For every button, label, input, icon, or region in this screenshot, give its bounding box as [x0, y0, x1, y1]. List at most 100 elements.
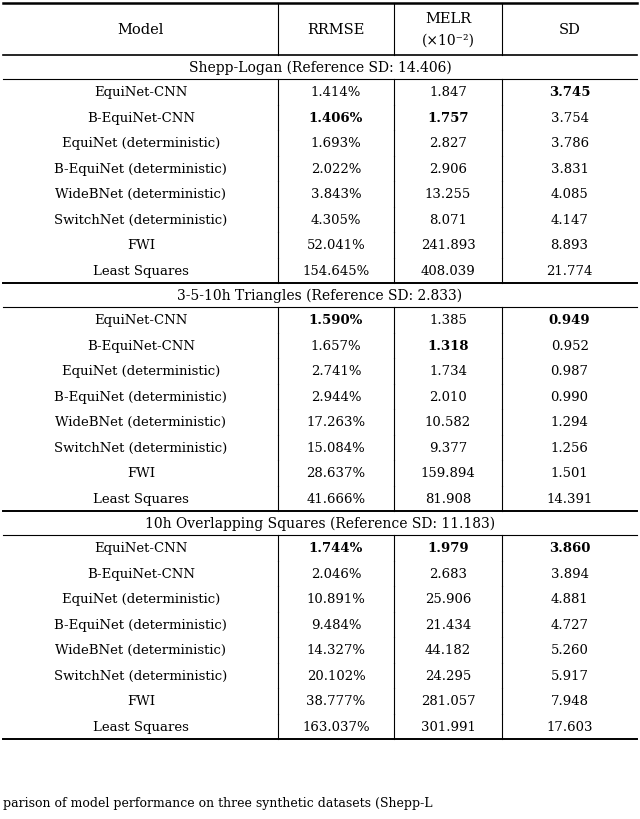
Text: MELR: MELR	[425, 12, 471, 26]
Text: 1.501: 1.501	[551, 467, 588, 480]
Text: 1.406%: 1.406%	[309, 111, 363, 124]
Text: 2.906: 2.906	[429, 162, 467, 175]
Text: 3.831: 3.831	[550, 162, 589, 175]
Text: 0.952: 0.952	[550, 339, 589, 352]
Text: 301.991: 301.991	[420, 720, 476, 733]
Text: 1.979: 1.979	[427, 541, 469, 554]
Text: B-EquiNet-CNN: B-EquiNet-CNN	[87, 111, 195, 124]
Text: 241.893: 241.893	[420, 239, 476, 252]
Text: 8.893: 8.893	[550, 239, 589, 252]
Text: WideBNet (deterministic): WideBNet (deterministic)	[55, 644, 227, 657]
Text: 0.990: 0.990	[550, 391, 589, 403]
Text: parison of model performance on three synthetic datasets (Shepp-L: parison of model performance on three sy…	[3, 797, 433, 809]
Text: Least Squares: Least Squares	[93, 720, 189, 733]
Text: SwitchNet (deterministic): SwitchNet (deterministic)	[54, 669, 227, 682]
Text: 52.041%: 52.041%	[307, 239, 365, 252]
Text: 9.484%: 9.484%	[311, 618, 361, 631]
Text: EquiNet (deterministic): EquiNet (deterministic)	[61, 137, 220, 150]
Text: 8.071: 8.071	[429, 214, 467, 227]
Text: 4.147: 4.147	[550, 214, 589, 227]
Text: SwitchNet (deterministic): SwitchNet (deterministic)	[54, 214, 227, 227]
Text: 15.084%: 15.084%	[307, 441, 365, 455]
Text: 7.948: 7.948	[550, 695, 589, 708]
Text: 3-5-10h Triangles (Reference SD: 2.833): 3-5-10h Triangles (Reference SD: 2.833)	[177, 288, 463, 303]
Text: WideBNet (deterministic): WideBNet (deterministic)	[55, 416, 227, 428]
Text: 1.385: 1.385	[429, 314, 467, 327]
Text: 17.603: 17.603	[547, 720, 593, 733]
Text: 4.305%: 4.305%	[311, 214, 361, 227]
Text: 1.734: 1.734	[429, 364, 467, 378]
Text: 21.774: 21.774	[547, 265, 593, 278]
Text: B-EquiNet-CNN: B-EquiNet-CNN	[87, 567, 195, 580]
Text: 163.037%: 163.037%	[302, 720, 370, 733]
Text: 4.881: 4.881	[551, 592, 588, 605]
Text: FWI: FWI	[127, 467, 155, 480]
Text: 3.843%: 3.843%	[310, 188, 362, 201]
Text: 1.414%: 1.414%	[311, 86, 361, 99]
Text: FWI: FWI	[127, 695, 155, 708]
Text: 4.085: 4.085	[551, 188, 588, 201]
Text: 2.683: 2.683	[429, 567, 467, 580]
Text: EquiNet (deterministic): EquiNet (deterministic)	[61, 364, 220, 378]
Text: 9.377: 9.377	[429, 441, 467, 455]
Text: 21.434: 21.434	[425, 618, 471, 631]
Text: 10h Overlapping Squares (Reference SD: 11.183): 10h Overlapping Squares (Reference SD: 1…	[145, 516, 495, 531]
Text: 159.894: 159.894	[420, 467, 476, 480]
Text: 2.741%: 2.741%	[311, 364, 361, 378]
Text: (×10⁻²): (×10⁻²)	[422, 34, 474, 48]
Text: 2.944%: 2.944%	[311, 391, 361, 403]
Text: 1.590%: 1.590%	[309, 314, 363, 327]
Text: EquiNet (deterministic): EquiNet (deterministic)	[61, 592, 220, 605]
Text: SD: SD	[559, 23, 580, 37]
Text: 4.727: 4.727	[550, 618, 589, 631]
Text: 10.891%: 10.891%	[307, 592, 365, 605]
Text: 3.894: 3.894	[550, 567, 589, 580]
Text: 0.949: 0.949	[548, 314, 591, 327]
Text: 2.022%: 2.022%	[311, 162, 361, 175]
Text: 14.391: 14.391	[547, 492, 593, 505]
Text: 2.046%: 2.046%	[311, 567, 361, 580]
Text: EquiNet-CNN: EquiNet-CNN	[94, 314, 188, 327]
Text: 3.754: 3.754	[550, 111, 589, 124]
Text: EquiNet-CNN: EquiNet-CNN	[94, 86, 188, 99]
Text: 1.693%: 1.693%	[310, 137, 362, 150]
Text: 25.906: 25.906	[425, 592, 471, 605]
Text: RRMSE: RRMSE	[307, 23, 365, 37]
Text: 13.255: 13.255	[425, 188, 471, 201]
Text: 44.182: 44.182	[425, 644, 471, 657]
Text: 3.860: 3.860	[549, 541, 590, 554]
Text: 3.786: 3.786	[550, 137, 589, 150]
Text: 10.582: 10.582	[425, 416, 471, 428]
Text: 24.295: 24.295	[425, 669, 471, 682]
Text: B-EquiNet-CNN: B-EquiNet-CNN	[87, 339, 195, 352]
Text: 14.327%: 14.327%	[307, 644, 365, 657]
Text: 2.827: 2.827	[429, 137, 467, 150]
Text: 41.666%: 41.666%	[307, 492, 365, 505]
Text: B-EquiNet (deterministic): B-EquiNet (deterministic)	[54, 162, 227, 175]
Text: 17.263%: 17.263%	[307, 416, 365, 428]
Text: 1.847: 1.847	[429, 86, 467, 99]
Text: 81.908: 81.908	[425, 492, 471, 505]
Text: B-EquiNet (deterministic): B-EquiNet (deterministic)	[54, 618, 227, 631]
Text: Shepp-Logan (Reference SD: 14.406): Shepp-Logan (Reference SD: 14.406)	[189, 61, 451, 75]
Text: 1.294: 1.294	[550, 416, 589, 428]
Text: 1.318: 1.318	[428, 339, 468, 352]
Text: WideBNet (deterministic): WideBNet (deterministic)	[55, 188, 227, 201]
Text: 3.745: 3.745	[549, 86, 590, 99]
Text: 1.657%: 1.657%	[310, 339, 362, 352]
Text: 2.010: 2.010	[429, 391, 467, 403]
Text: 5.917: 5.917	[550, 669, 589, 682]
Text: B-EquiNet (deterministic): B-EquiNet (deterministic)	[54, 391, 227, 403]
Text: Least Squares: Least Squares	[93, 492, 189, 505]
Text: FWI: FWI	[127, 239, 155, 252]
Text: 0.987: 0.987	[550, 364, 589, 378]
Text: 20.102%: 20.102%	[307, 669, 365, 682]
Text: SwitchNet (deterministic): SwitchNet (deterministic)	[54, 441, 227, 455]
Text: 5.260: 5.260	[550, 644, 589, 657]
Text: 1.256: 1.256	[550, 441, 589, 455]
Text: 281.057: 281.057	[420, 695, 476, 708]
Text: Least Squares: Least Squares	[93, 265, 189, 278]
Text: 154.645%: 154.645%	[302, 265, 370, 278]
Text: 28.637%: 28.637%	[307, 467, 365, 480]
Text: Model: Model	[118, 23, 164, 37]
